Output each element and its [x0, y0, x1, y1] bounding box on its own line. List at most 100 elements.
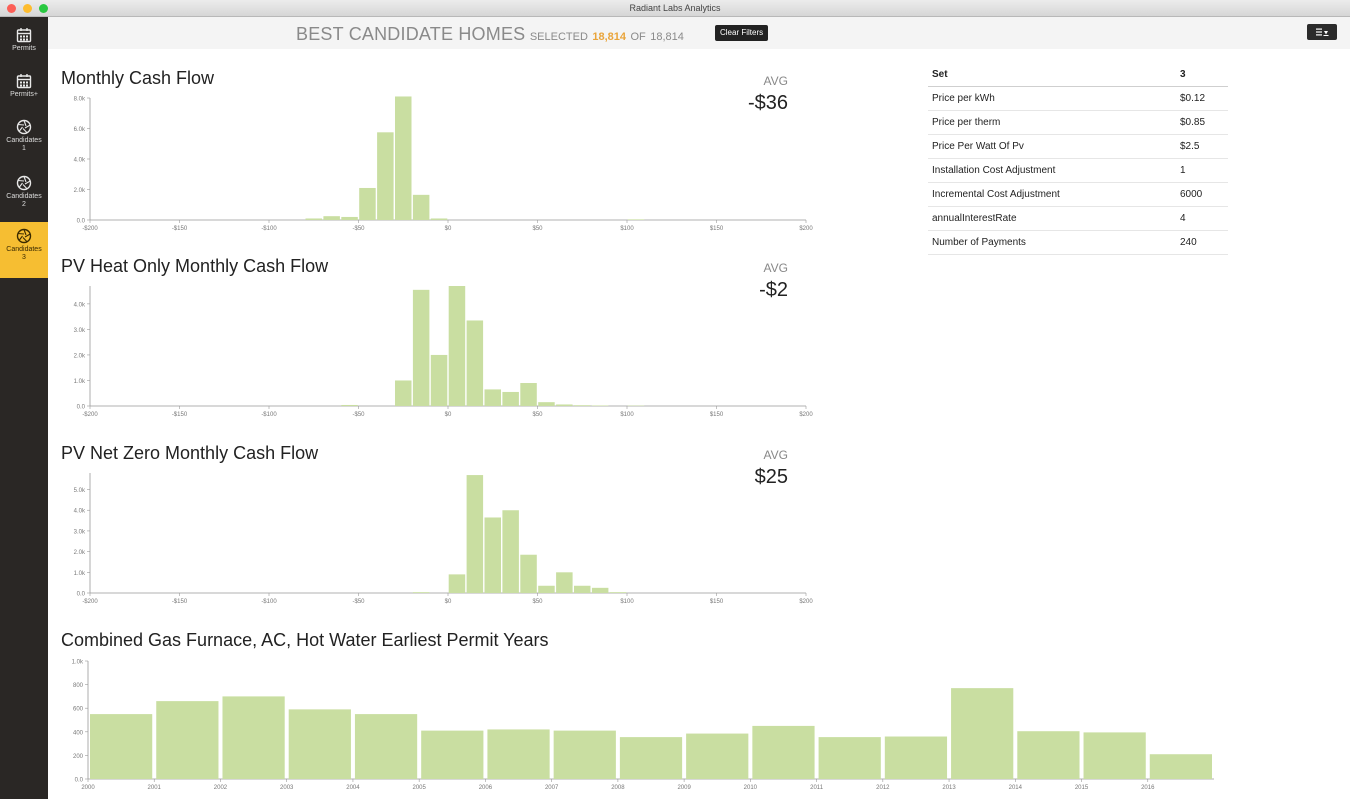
- sidebar-item-candidates-1[interactable]: Candidates 1: [0, 113, 48, 169]
- chart-title-pv-net-zero: PV Net Zero Monthly Cash Flow: [61, 443, 319, 463]
- sidebar-item-label: Candidates: [6, 246, 42, 253]
- x-tick-label: 2011: [810, 785, 824, 791]
- close-window-button[interactable]: [7, 4, 16, 13]
- column-header-set: Set: [928, 63, 1176, 87]
- sidebar-item-label: Permits+: [10, 91, 38, 98]
- histogram-bar: [448, 286, 466, 406]
- y-tick-label: 4.0k: [74, 158, 86, 164]
- y-tick-label: 6.0k: [74, 127, 86, 133]
- page-title-text: BEST CANDIDATE HOMES: [296, 24, 526, 44]
- y-tick-label: 1.0k: [74, 571, 86, 577]
- sidebar-item-permits[interactable]: Permits: [0, 21, 48, 77]
- histogram-bar: [609, 592, 627, 593]
- view-menu-button[interactable]: [1307, 24, 1337, 40]
- histogram-bar: [377, 132, 394, 220]
- x-tick-label: $50: [532, 599, 543, 605]
- year-bar: [1083, 732, 1146, 779]
- settings-table: Set 3 Price per kWh $0.12 Price per therm…: [928, 63, 1228, 255]
- histogram-bar: [430, 354, 448, 406]
- histogram-pv-net-zero: 0.0 1.0k 2.0k 3.0k 4.0k 5.0k -$200 -$150 -$100 -$…: [74, 473, 813, 605]
- y-tick-label: 0.0: [77, 405, 86, 411]
- y-tick-label: 2.0k: [74, 353, 86, 359]
- sidebar-item-candidates-3[interactable]: Candidates 3: [0, 222, 48, 278]
- chart-title-pv-heat-only: PV Heat Only Monthly Cash Flow: [61, 256, 329, 276]
- sidebar-item-label: Permits: [12, 45, 36, 52]
- avg-label: AVG: [763, 74, 788, 88]
- x-tick-label: -$200: [82, 226, 98, 232]
- year-bar: [818, 737, 881, 779]
- y-tick-label: 1.0k: [72, 660, 84, 666]
- histogram-bar: [556, 572, 573, 593]
- avg-value-pv-net-zero: $25: [754, 466, 788, 488]
- histogram-bar: [412, 592, 430, 593]
- x-tick-label: -$150: [172, 599, 188, 605]
- table-row: Number of Payments 240: [928, 230, 1228, 255]
- x-tick-label: 2014: [1009, 785, 1023, 791]
- window-title-bar: Radiant Labs Analytics: [0, 0, 1350, 17]
- x-tick-label: $100: [620, 226, 634, 232]
- histogram-bar: [359, 187, 376, 220]
- setting-name: Price per kWh: [928, 86, 1176, 111]
- sidebar-item-candidates-2[interactable]: Candidates 2: [0, 169, 48, 225]
- sidebar-item-label: Candidates: [6, 193, 42, 200]
- histogram-bar: [323, 216, 340, 220]
- y-tick-label: 400: [73, 730, 84, 736]
- sidebar-item-sublabel: 2: [22, 201, 26, 208]
- histogram-pv-heat-only: 0.0 1.0k 2.0k 3.0k 4.0k -$200 -$150 -$100 -$50 $0…: [74, 286, 813, 418]
- setting-value: 240: [1176, 230, 1228, 255]
- year-bar: [1149, 754, 1212, 779]
- table-row: Price Per Watt Of Pv $2.5: [928, 134, 1228, 159]
- x-tick-label: 2006: [479, 785, 493, 791]
- x-tick-label: 2010: [744, 785, 758, 791]
- y-tick-label: 4.0k: [74, 509, 86, 515]
- histogram-bar: [627, 219, 645, 220]
- x-tick-label: $100: [620, 599, 634, 605]
- setting-name: Number of Payments: [928, 230, 1176, 255]
- setting-value: 1: [1176, 158, 1228, 183]
- setting-name: Price Per Watt Of Pv: [928, 134, 1176, 159]
- y-tick-label: 2.0k: [74, 550, 86, 556]
- histogram-bar: [430, 218, 448, 220]
- year-bar: [752, 725, 815, 779]
- maximize-window-button[interactable]: [39, 4, 48, 13]
- x-tick-label: -$100: [261, 599, 277, 605]
- histogram-bar: [412, 289, 430, 406]
- year-bar: [288, 709, 351, 779]
- table-row: Price per therm $0.85: [928, 110, 1228, 135]
- sidebar-item-label: Candidates: [6, 137, 42, 144]
- histogram-bar: [574, 585, 591, 593]
- table-row: Price per kWh $0.12: [928, 86, 1228, 111]
- y-tick-label: 2.0k: [74, 188, 86, 194]
- histogram-bar: [538, 585, 555, 593]
- year-bar: [354, 714, 418, 779]
- of-label: OF: [630, 31, 646, 43]
- histogram-bar: [502, 510, 519, 593]
- sidebar-item-sublabel: 3: [22, 254, 26, 261]
- x-tick-label: -$100: [261, 412, 277, 418]
- x-tick-label: $50: [532, 412, 543, 418]
- histogram-bar: [466, 475, 484, 593]
- page-title: BEST CANDIDATE HOMES SELECTED 18,814 OF …: [296, 24, 684, 45]
- minimize-window-button[interactable]: [23, 4, 32, 13]
- histogram-bar: [412, 194, 430, 220]
- histogram-bar: [305, 218, 322, 220]
- histogram-bar: [591, 587, 609, 593]
- histogram-bar: [502, 391, 519, 406]
- avg-value-monthly-cash-flow: -$36: [747, 92, 788, 114]
- chart-title-permit-years: Combined Gas Furnace, AC, Hot Water Earl…: [61, 630, 549, 650]
- x-tick-label: $100: [620, 412, 634, 418]
- x-tick-label: 2013: [942, 785, 956, 791]
- clear-filters-button[interactable]: Clear Filters: [715, 25, 769, 41]
- y-tick-label: 600: [73, 707, 84, 713]
- year-bar: [487, 729, 550, 779]
- x-tick-label: 2003: [280, 785, 294, 791]
- x-tick-label: 2000: [81, 785, 95, 791]
- sidebar-item-permits-plus[interactable]: Permits+: [0, 67, 48, 123]
- setting-name: Installation Cost Adjustment: [928, 158, 1176, 183]
- y-tick-label: 0.0: [77, 592, 86, 598]
- histogram-bar: [448, 574, 466, 593]
- chart-title-monthly-cash-flow: Monthly Cash Flow: [61, 68, 215, 88]
- avg-value-pv-heat-only: -$2: [759, 279, 788, 301]
- x-tick-label: 2005: [412, 785, 426, 791]
- setting-name: annualInterestRate: [928, 206, 1176, 231]
